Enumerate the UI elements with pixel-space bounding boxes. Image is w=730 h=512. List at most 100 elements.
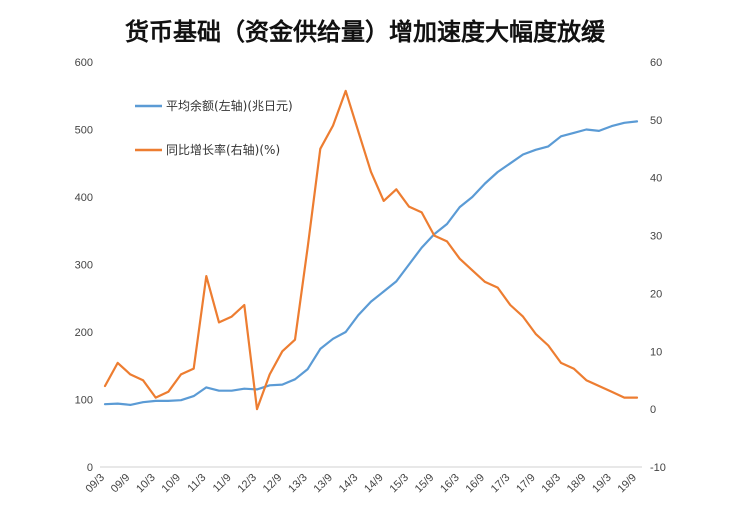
series-0-point (167, 400, 170, 402)
series-1-point (344, 90, 347, 92)
x-tick-label: 11/9 (211, 472, 234, 495)
right-tick-label: 60 (650, 57, 662, 69)
right-tick-label: -10 (650, 462, 666, 474)
series-1-point (129, 373, 132, 376)
series-1-point (598, 385, 600, 387)
series-0-point (281, 383, 284, 386)
series-1-point (205, 275, 208, 277)
series-0-point (636, 120, 638, 123)
x-tick-label: 12/9 (261, 472, 285, 496)
series-0-point (370, 300, 372, 303)
series-1-point (192, 367, 195, 370)
x-tick-label: 11/3 (185, 472, 208, 495)
series-1-point (623, 396, 626, 399)
x-tick-label: 14/9 (362, 472, 386, 496)
series-0-point (395, 280, 398, 283)
series-1-point (458, 257, 461, 260)
x-axis-ticks: 09/3 09/9 10/3 10/9 11/3 11/9 12/3 12/9 13/3 13/9… (83, 472, 639, 496)
series-0-point (104, 403, 106, 406)
series-1-point (420, 211, 423, 214)
series-1-point (281, 350, 284, 353)
series-1-point (319, 148, 322, 150)
series-1-point (230, 315, 233, 318)
x-tick-label: 17/3 (489, 472, 513, 496)
left-tick-label: 100 (75, 395, 93, 407)
left-tick-label: 600 (75, 57, 93, 69)
series-0-point (623, 122, 626, 124)
series-0-point (408, 263, 410, 266)
series-0-point (192, 395, 195, 397)
series-1-point (116, 362, 119, 364)
x-tick-label: 15/3 (387, 472, 411, 496)
series-1-point (484, 281, 486, 283)
x-tick-label: 14/3 (337, 472, 361, 496)
series-1-point (496, 286, 499, 289)
series-1-point (636, 396, 638, 399)
right-tick-label: 20 (650, 288, 662, 300)
series-0-point (572, 132, 575, 134)
series-0-point (116, 402, 119, 405)
series-0-point (509, 162, 512, 165)
series-0-point (154, 400, 157, 402)
series-1-point (471, 269, 474, 272)
left-tick-label: 400 (75, 192, 93, 204)
series-1-point (560, 362, 562, 364)
series-1-point (370, 171, 372, 173)
x-tick-label: 13/9 (311, 472, 335, 496)
x-tick-label: 13/3 (286, 472, 310, 496)
series-0-point (598, 130, 600, 132)
series-1-point (268, 373, 271, 376)
x-tick-label: 18/9 (565, 472, 589, 496)
series-0-point (205, 386, 208, 389)
x-tick-label: 16/9 (463, 472, 487, 496)
series-0-point (471, 196, 474, 198)
series-0-point (446, 223, 448, 225)
series-1-point (218, 321, 220, 324)
series-1-point (585, 379, 588, 382)
x-tick-label: 16/3 (438, 472, 462, 496)
series-0-point (484, 182, 486, 185)
series-1-point (154, 396, 157, 399)
x-tick-label: 10/3 (134, 472, 158, 496)
series-line-0 (103, 120, 639, 406)
series-0-point (382, 290, 385, 293)
x-tick-label: 15/9 (413, 472, 437, 496)
legend-label-yoy-growth: 同比增长率(右轴)(%) (166, 142, 280, 157)
series-0-point (357, 314, 360, 316)
series-0-point (585, 128, 588, 131)
right-tick-label: 40 (650, 173, 662, 185)
legend-label-average-balance: 平均余额(左轴)(兆日元) (166, 98, 293, 113)
series-0-point (496, 171, 499, 173)
series-0-point (142, 401, 144, 404)
x-tick-label: 10/9 (159, 472, 183, 496)
series-0-point (319, 348, 322, 350)
x-tick-label: 12/3 (235, 472, 259, 496)
left-tick-label: 500 (75, 125, 93, 137)
series-1-point (180, 373, 182, 376)
series-0-point (256, 388, 258, 391)
x-tick-label: 18/3 (539, 472, 563, 496)
series-1-point (433, 234, 436, 237)
right-axis-ticks: -10 0 10 20 30 40 50 60 (650, 57, 666, 474)
series-1-point (332, 124, 334, 127)
series-1-point (294, 338, 296, 341)
series-0-point (560, 135, 562, 138)
series-0-point (332, 338, 334, 340)
series-1-point (446, 240, 448, 243)
series-lines (103, 89, 639, 411)
series-0-point (306, 368, 309, 370)
chart-title: 货币基础（资金供给量）增加速度大幅度放缓 (125, 18, 606, 46)
series-1-point (167, 391, 170, 393)
right-tick-label: 10 (650, 346, 662, 358)
right-tick-label: 0 (650, 404, 656, 416)
x-tick-label: 17/9 (514, 472, 538, 496)
series-0-point (268, 384, 271, 387)
series-1-point (243, 304, 246, 306)
series-1-point (509, 304, 512, 306)
series-0-point (230, 389, 233, 392)
series-1-point (572, 367, 575, 370)
series-1-point (522, 315, 524, 318)
series-0-point (243, 387, 246, 390)
x-tick-label: 19/3 (590, 472, 614, 496)
series-1-point (610, 391, 613, 393)
